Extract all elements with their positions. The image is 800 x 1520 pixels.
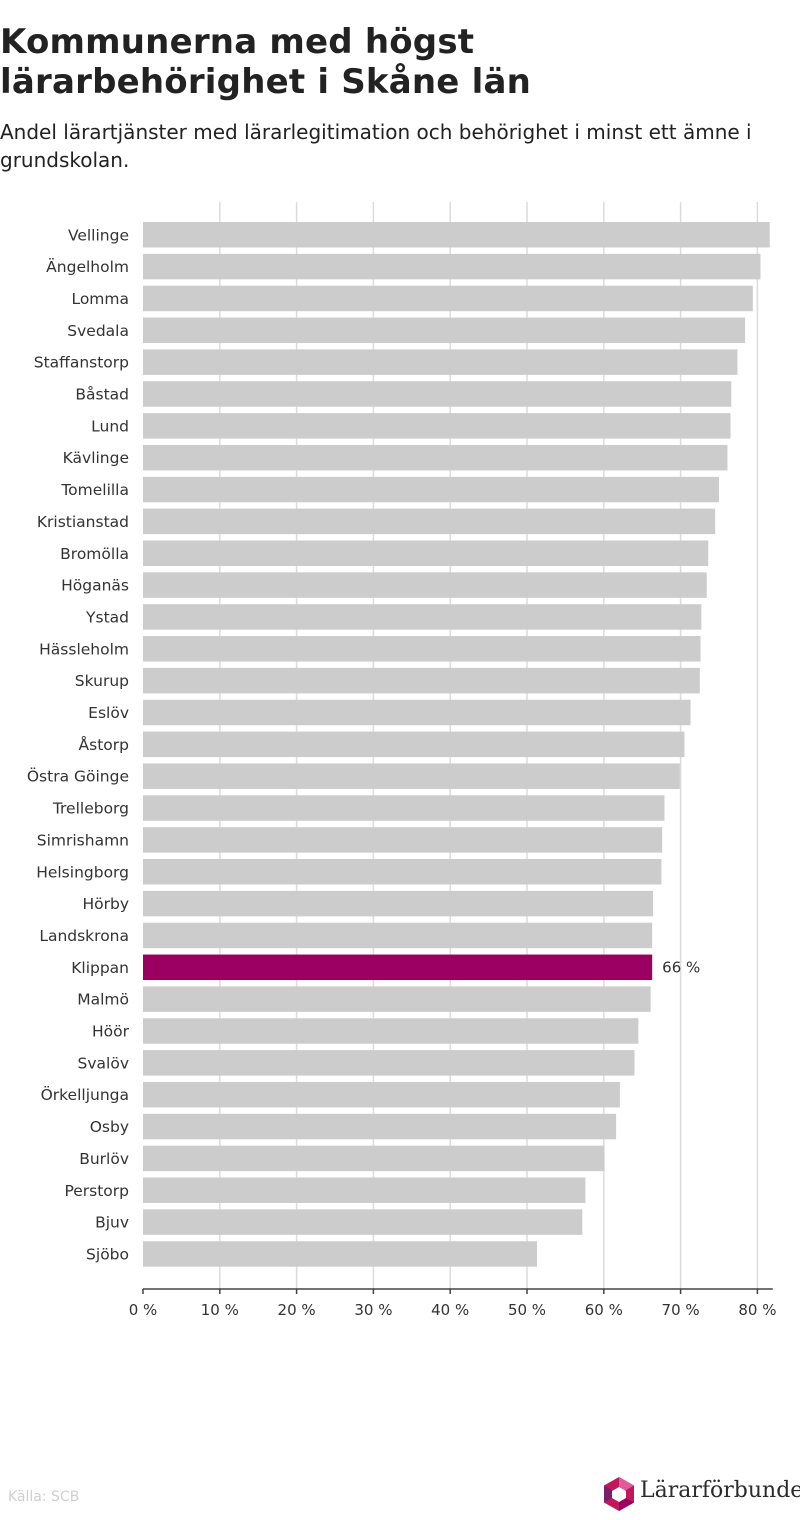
bar (143, 795, 665, 821)
bar (143, 890, 653, 917)
bar (143, 954, 653, 981)
category-label: Landskrona (39, 927, 129, 945)
bar (143, 667, 700, 694)
category-label: Klippan (71, 959, 129, 977)
category-label: Vellinge (68, 226, 129, 244)
x-tick-label: 70 % (662, 1301, 700, 1319)
bar (143, 604, 702, 630)
bar (143, 285, 753, 312)
bar-chart: Vellinge Ängelholm Lomma Svedala Staffanstor… (27, 202, 776, 1319)
category-label: Simrishamn (37, 831, 129, 849)
x-tick-label: 40 % (431, 1301, 469, 1319)
category-label: Trelleborg (52, 800, 129, 818)
bar (143, 253, 761, 280)
x-tick-label: 50 % (508, 1301, 546, 1319)
category-label: Perstorp (64, 1182, 129, 1200)
bar (143, 1113, 617, 1140)
bar (143, 349, 738, 375)
category-label: Bromölla (60, 545, 129, 563)
category-label: Åstorp (79, 735, 129, 754)
category-label: Hörby (82, 895, 129, 913)
bar (143, 444, 728, 471)
x-tick-label: 80 % (738, 1301, 776, 1319)
bar (143, 476, 719, 503)
bar (143, 859, 662, 885)
bar (143, 1241, 537, 1267)
bar (143, 1018, 639, 1044)
x-tick-label: 0 % (129, 1301, 158, 1319)
bar (143, 827, 663, 853)
bar (143, 1177, 586, 1203)
category-label: Kävlinge (63, 449, 129, 467)
category-label: Helsingborg (36, 863, 129, 881)
bar (143, 540, 709, 566)
category-label: Svalöv (78, 1054, 129, 1072)
category-label: Ystad (85, 608, 129, 626)
category-label: Kristianstad (37, 513, 129, 531)
bar (143, 986, 651, 1012)
category-label: Höör (92, 1023, 130, 1041)
x-tick-label: 10 % (201, 1301, 239, 1319)
bar (143, 1050, 635, 1076)
category-label: Östra Göinge (27, 767, 129, 786)
bar (143, 317, 746, 344)
bar (143, 1145, 605, 1172)
x-tick-label: 20 % (278, 1301, 316, 1319)
brand-mark-icon (604, 1477, 634, 1511)
category-label: Bjuv (95, 1214, 129, 1232)
category-label: Ängelholm (46, 257, 129, 276)
brand-logo: Lärarförbundet (602, 1476, 800, 1514)
bar (143, 731, 685, 758)
bar (143, 508, 716, 535)
bar (143, 699, 691, 726)
data-label: 66 % (662, 958, 700, 976)
bar (143, 222, 770, 248)
bar (143, 572, 707, 598)
bar (143, 636, 701, 662)
source-note: Källa: SCB (8, 1489, 80, 1505)
bar (143, 381, 732, 407)
category-label: Båstad (75, 386, 129, 404)
category-label: Staffanstorp (34, 354, 129, 372)
x-tick-label: 60 % (585, 1301, 623, 1319)
category-label: Osby (90, 1118, 129, 1136)
category-label: Sjöbo (86, 1245, 129, 1263)
x-tick-label: 30 % (354, 1301, 392, 1319)
category-label: Malmö (77, 991, 129, 1009)
bar (143, 1209, 583, 1235)
bar (143, 922, 653, 949)
category-label: Tomelilla (60, 481, 129, 499)
bar (143, 1081, 620, 1108)
category-label: Lund (91, 417, 129, 435)
category-label: Skurup (75, 672, 129, 690)
category-label: Örkelljunga (41, 1085, 129, 1104)
chart-subtitle: Andel lärartjänster med lärarlegitimatio… (0, 120, 752, 172)
brand-name: Lärarförbundet (640, 1478, 800, 1503)
category-label: Hässleholm (39, 640, 129, 658)
bar (143, 763, 680, 789)
category-label: Burlöv (79, 1150, 129, 1168)
category-label: Svedala (67, 322, 129, 340)
category-label: Höganäs (61, 577, 129, 595)
chart-title: Kommunerna med högst lärarbehörighet i S… (0, 22, 531, 102)
category-label: Lomma (71, 290, 129, 308)
bar (143, 413, 731, 439)
category-label: Eslöv (88, 704, 129, 722)
